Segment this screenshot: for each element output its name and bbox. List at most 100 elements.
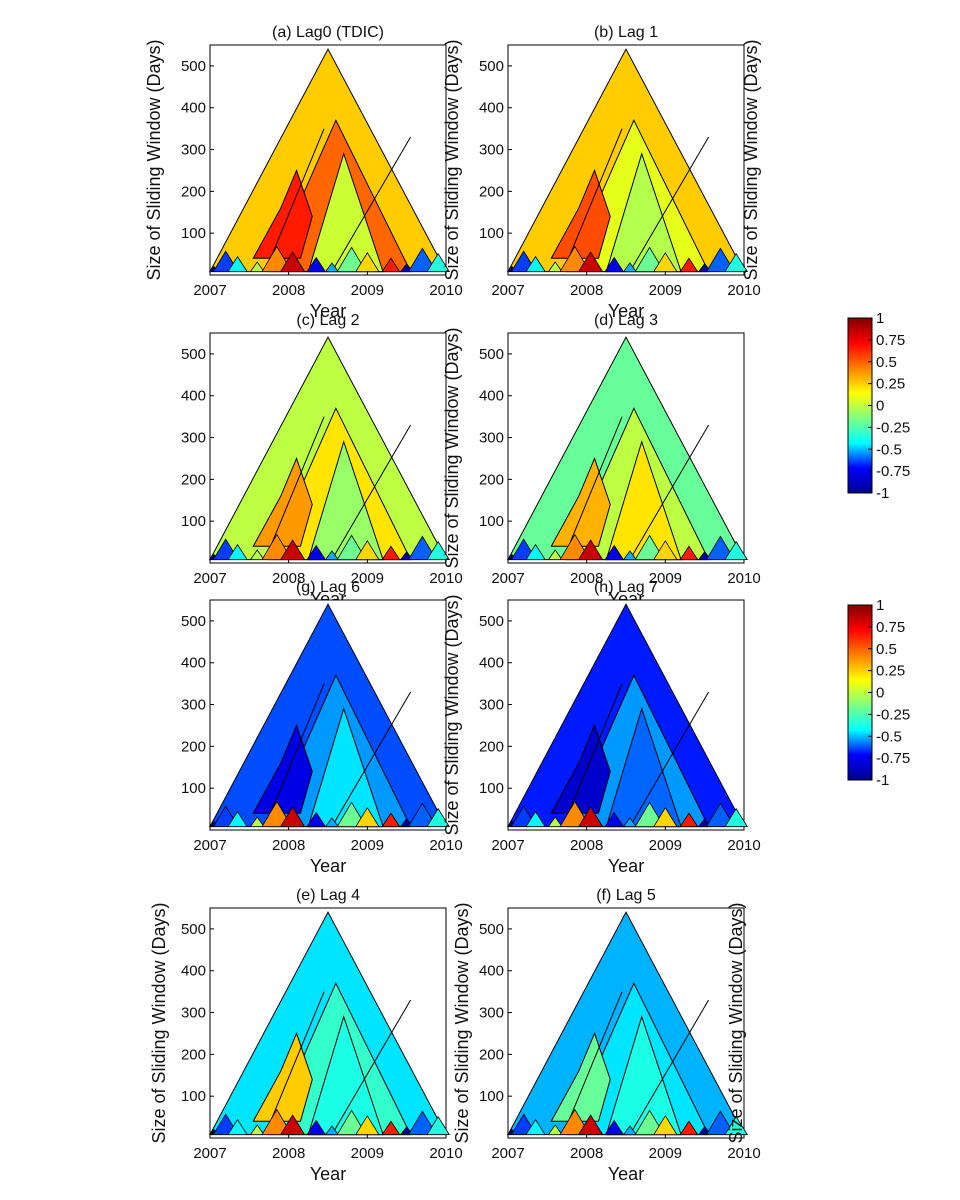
y-tick-label: 100 bbox=[479, 225, 504, 242]
colorbar-tick-label: -0.25 bbox=[876, 706, 910, 723]
y-tick-label: 100 bbox=[181, 1088, 206, 1105]
x-tick-label: 2008 bbox=[272, 1145, 305, 1162]
x-tick-label: 2009 bbox=[649, 570, 682, 587]
small-triangle bbox=[622, 817, 638, 828]
colorbar-tick-label: 0 bbox=[876, 398, 884, 415]
small-triangle bbox=[604, 1119, 625, 1136]
panel-title: (c) Lag 2 bbox=[296, 312, 359, 329]
y-axis-label: Size of Sliding Window (Days) bbox=[442, 327, 462, 568]
small-triangle bbox=[705, 247, 736, 273]
x-tick-label: 2010 bbox=[429, 837, 462, 854]
colorbar-tick-label: 0.25 bbox=[876, 663, 905, 680]
colorbar-tick-label: -1 bbox=[876, 772, 889, 789]
panel-title: (e) Lag 4 bbox=[296, 887, 360, 904]
band-line bbox=[629, 999, 710, 1135]
x-tick-label: 2009 bbox=[649, 1145, 682, 1162]
x-axis-label: Year bbox=[310, 856, 346, 876]
colorbar-tick-label: 0.75 bbox=[876, 619, 905, 636]
x-tick-label: 2007 bbox=[491, 570, 524, 587]
x-tick-label: 2007 bbox=[193, 1145, 226, 1162]
colorbar-tick-label: -0.5 bbox=[876, 728, 902, 745]
band-line bbox=[264, 128, 325, 272]
small-triangle bbox=[306, 811, 327, 828]
band-line bbox=[562, 991, 623, 1135]
panel-title: (b) Lag 1 bbox=[594, 24, 658, 41]
y-tick-label: 500 bbox=[181, 613, 206, 630]
small-triangle bbox=[634, 1109, 665, 1136]
small-triangle bbox=[324, 1125, 340, 1136]
small-triangle bbox=[577, 251, 604, 273]
panel-title: (h) Lag 7 bbox=[594, 579, 658, 596]
small-triangle bbox=[279, 251, 306, 273]
x-tick-label: 2007 bbox=[193, 570, 226, 587]
y-tick-label: 200 bbox=[181, 471, 206, 488]
y-tick-label: 100 bbox=[181, 780, 206, 797]
y-tick-label: 300 bbox=[181, 430, 206, 447]
small-triangle bbox=[525, 810, 546, 828]
band-line bbox=[264, 416, 325, 560]
x-tick-label: 2007 bbox=[491, 837, 524, 854]
y-tick-label: 200 bbox=[479, 471, 504, 488]
x-tick-label: 2009 bbox=[351, 1145, 384, 1162]
small-triangle bbox=[724, 540, 748, 561]
x-tick-label: 2010 bbox=[727, 570, 760, 587]
band-line bbox=[629, 136, 710, 272]
small-triangle bbox=[336, 1109, 367, 1136]
x-tick-label: 2008 bbox=[272, 570, 305, 587]
y-axis-label-right: Size of Sliding Window (Days) bbox=[741, 39, 761, 280]
small-triangle bbox=[679, 257, 699, 273]
small-triangle bbox=[306, 1119, 327, 1136]
small-triangle bbox=[306, 544, 327, 561]
band-line bbox=[629, 691, 710, 827]
x-tick-label: 2008 bbox=[570, 1145, 603, 1162]
small-triangle bbox=[525, 255, 546, 273]
y-tick-label: 400 bbox=[479, 100, 504, 117]
colorbar-tick-label: 0 bbox=[876, 685, 884, 702]
small-triangle bbox=[249, 816, 265, 828]
small-triangle bbox=[279, 1114, 306, 1136]
colorbar-tick-label: -0.75 bbox=[876, 750, 910, 767]
small-triangle bbox=[381, 257, 401, 273]
y-tick-label: 300 bbox=[181, 142, 206, 159]
y-tick-label: 400 bbox=[181, 963, 206, 980]
small-triangle bbox=[604, 256, 625, 273]
y-tick-label: 200 bbox=[479, 738, 504, 755]
colorbar-tick-label: 0.5 bbox=[876, 354, 897, 371]
small-triangle bbox=[622, 550, 638, 561]
y-tick-label: 500 bbox=[479, 346, 504, 363]
small-triangle bbox=[604, 544, 625, 561]
y-tick-label: 300 bbox=[479, 142, 504, 159]
x-axis-label: Year bbox=[608, 301, 644, 321]
colorbar-tick-label: 0.25 bbox=[876, 376, 905, 393]
x-tick-label: 2009 bbox=[351, 282, 384, 299]
small-triangle bbox=[622, 262, 638, 273]
panel-a: 100 200 300 400 500 2007 2008 2009 2010 Year Size … bbox=[144, 24, 463, 321]
small-triangle bbox=[426, 540, 450, 561]
small-triangle bbox=[249, 261, 265, 273]
y-tick-label: 200 bbox=[181, 183, 206, 200]
y-tick-label: 400 bbox=[479, 388, 504, 405]
small-triangle bbox=[705, 1110, 736, 1136]
y-tick-label: 200 bbox=[181, 738, 206, 755]
y-tick-label: 200 bbox=[479, 1046, 504, 1063]
small-triangle bbox=[525, 1118, 546, 1136]
small-triangle bbox=[426, 1115, 450, 1136]
band-line bbox=[331, 136, 412, 272]
y-tick-label: 400 bbox=[181, 388, 206, 405]
colorbar-2: 1 0.75 0.5 0.25 0 -0.25 -0.5 -0.75 -1 bbox=[847, 597, 910, 789]
small-triangle bbox=[227, 810, 248, 828]
y-tick-label: 400 bbox=[479, 963, 504, 980]
band-line bbox=[562, 416, 623, 560]
small-triangle bbox=[577, 1114, 604, 1136]
small-triangle bbox=[381, 1120, 401, 1136]
small-triangle bbox=[547, 261, 563, 273]
small-triangle bbox=[407, 535, 438, 561]
small-triangle bbox=[227, 543, 248, 561]
band-line bbox=[562, 683, 623, 827]
band-line bbox=[264, 683, 325, 827]
small-triangle bbox=[577, 806, 604, 828]
y-tick-label: 100 bbox=[181, 225, 206, 242]
y-tick-label: 300 bbox=[479, 1005, 504, 1022]
small-triangle bbox=[407, 802, 438, 828]
y-tick-label: 400 bbox=[181, 655, 206, 672]
